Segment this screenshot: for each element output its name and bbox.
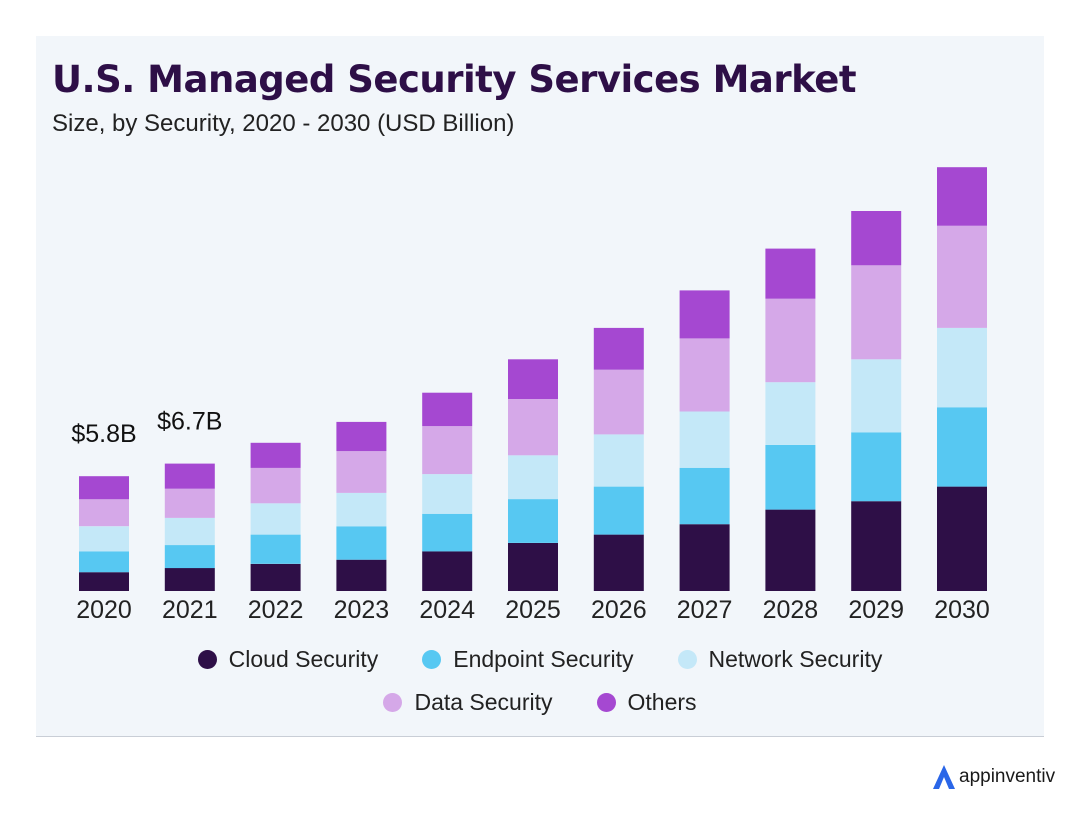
x-tick-label-2029: 2029 bbox=[848, 596, 904, 624]
bar-2024-cloud-security bbox=[422, 551, 473, 591]
bar-2027-network-security bbox=[679, 411, 730, 468]
chart-legend: Cloud Security Endpoint Security Network S… bbox=[36, 646, 1044, 716]
bar-2024-others bbox=[422, 392, 473, 427]
bar-2021-data-security bbox=[164, 488, 215, 518]
bar-2020-network-security bbox=[79, 526, 129, 552]
bar-2029-endpoint-security bbox=[851, 432, 902, 502]
bar-2028-endpoint-security bbox=[765, 444, 816, 510]
bar-2027-data-security bbox=[679, 338, 730, 412]
bar-2029-others bbox=[851, 211, 902, 266]
bar-2026-data-security bbox=[593, 369, 644, 435]
bar-2021-endpoint-security bbox=[164, 545, 215, 569]
bar-2028-others bbox=[765, 248, 816, 299]
x-tick-label-2024: 2024 bbox=[419, 596, 475, 624]
bar-2025-network-security bbox=[508, 455, 558, 500]
bar-2027-endpoint-security bbox=[679, 467, 730, 525]
bar-2030-network-security bbox=[937, 327, 987, 408]
bar-2030-data-security bbox=[937, 225, 987, 328]
data-label-2020: $5.8B bbox=[71, 420, 136, 448]
legend-swatch-cloud-security bbox=[197, 650, 217, 669]
x-tick-label-2020: 2020 bbox=[76, 596, 132, 624]
legend-label-cloud-security: Cloud Security bbox=[228, 646, 379, 672]
bar-2022-network-security bbox=[250, 503, 301, 535]
brand-name: appinventiv bbox=[959, 766, 1056, 787]
legend-item-cloud-security: Cloud Security bbox=[197, 646, 379, 673]
x-tick-label-2026: 2026 bbox=[591, 596, 647, 624]
bar-2028-data-security bbox=[765, 298, 816, 383]
bar-2022-data-security bbox=[250, 467, 301, 504]
legend-swatch-others bbox=[596, 693, 616, 712]
x-tick-label-2022: 2022 bbox=[248, 596, 304, 624]
bar-2023-network-security bbox=[336, 492, 387, 527]
bar-2020-cloud-security bbox=[79, 572, 129, 591]
x-tick-label-2025: 2025 bbox=[505, 596, 561, 624]
appinventiv-logo-icon bbox=[933, 765, 955, 789]
bar-2026-network-security bbox=[593, 434, 644, 487]
legend-item-network-security: Network Security bbox=[677, 646, 883, 673]
bar-2025-endpoint-security bbox=[508, 499, 558, 543]
bar-2021-others bbox=[164, 463, 215, 489]
bar-2023-endpoint-security bbox=[336, 526, 387, 560]
legend-label-network-security: Network Security bbox=[708, 646, 883, 672]
x-tick-label-2021: 2021 bbox=[162, 596, 218, 624]
bar-2024-network-security bbox=[422, 474, 473, 514]
bar-2022-endpoint-security bbox=[250, 534, 301, 564]
bar-2029-network-security bbox=[851, 359, 902, 433]
legend-swatch-data-security bbox=[383, 693, 403, 712]
bar-2025-data-security bbox=[508, 398, 558, 456]
bar-2022-others bbox=[250, 442, 301, 468]
bar-2028-cloud-security bbox=[765, 509, 816, 591]
bar-2021-network-security bbox=[164, 517, 215, 545]
bar-2024-endpoint-security bbox=[422, 513, 473, 552]
bar-2027-others bbox=[679, 290, 730, 339]
bar-2026-others bbox=[593, 327, 644, 370]
legend-item-others: Others bbox=[596, 689, 697, 716]
appinventiv-logo: appinventiv bbox=[932, 764, 1055, 790]
legend-label-others: Others bbox=[627, 689, 697, 715]
x-tick-label-2027: 2027 bbox=[677, 596, 733, 624]
x-tick-label-2028: 2028 bbox=[763, 596, 819, 624]
x-tick-label-2023: 2023 bbox=[334, 596, 390, 624]
bar-2030-others bbox=[937, 167, 987, 226]
chart-subtitle: Size, by Security, 2020 - 2030 (USD Bill… bbox=[52, 110, 515, 137]
bar-2020-data-security bbox=[79, 499, 129, 527]
bar-2021-cloud-security bbox=[164, 568, 215, 591]
bar-2023-others bbox=[336, 421, 387, 452]
bar-2023-data-security bbox=[336, 451, 387, 493]
bar-2025-others bbox=[508, 359, 558, 399]
bar-2025-cloud-security bbox=[508, 543, 558, 591]
bar-2030-cloud-security bbox=[937, 486, 987, 591]
bar-2022-cloud-security bbox=[250, 563, 301, 591]
bar-2028-network-security bbox=[765, 382, 816, 445]
legend-label-data-security: Data Security bbox=[414, 689, 553, 715]
bar-2030-endpoint-security bbox=[937, 407, 987, 487]
legend-item-data-security: Data Security bbox=[383, 689, 553, 716]
chart-title: U.S. Managed Security Services Market bbox=[52, 58, 857, 101]
bar-2029-cloud-security bbox=[851, 501, 902, 591]
bar-2026-endpoint-security bbox=[593, 486, 644, 535]
bar-2027-cloud-security bbox=[679, 524, 730, 591]
legend-swatch-endpoint-security bbox=[422, 650, 442, 669]
legend-item-endpoint-security: Endpoint Security bbox=[422, 646, 634, 673]
bar-2023-cloud-security bbox=[336, 559, 387, 591]
bar-2029-data-security bbox=[851, 265, 902, 360]
x-tick-label-2030: 2030 bbox=[934, 596, 990, 624]
bar-2020-endpoint-security bbox=[79, 551, 129, 573]
bar-2026-cloud-security bbox=[593, 534, 644, 591]
data-label-2021: $6.7B bbox=[157, 408, 222, 436]
legend-swatch-network-security bbox=[677, 650, 697, 669]
bar-2024-data-security bbox=[422, 426, 473, 475]
bar-2020-others bbox=[79, 476, 129, 500]
legend-label-endpoint-security: Endpoint Security bbox=[453, 646, 634, 672]
